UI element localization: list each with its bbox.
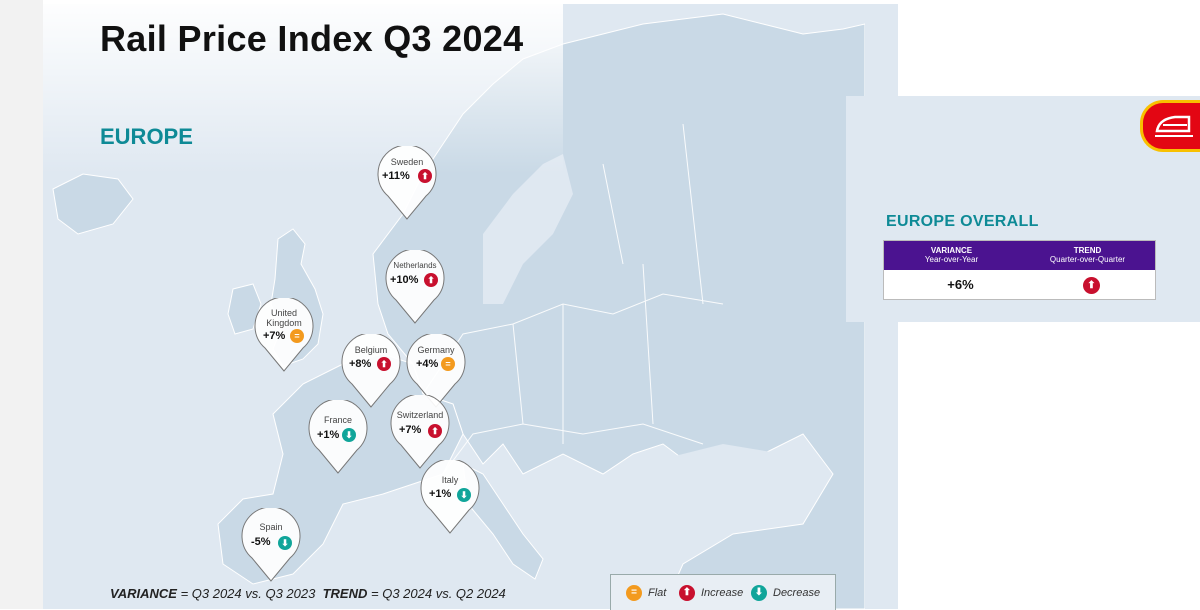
pin-italy[interactable]: Italy +1% ⬇ [419,460,481,536]
map-pin-icon [254,298,314,372]
left-margin [0,0,43,609]
arrow-up-icon: ⬆ [1083,277,1100,294]
pin-united-kingdom[interactable]: United Kingdom +7% = [253,298,315,374]
country-variance: +1% [317,429,340,441]
arrow-down-icon: ⬇ [342,428,356,442]
country-name: France [323,415,352,425]
arrow-up-icon: ⬆ [424,273,438,287]
country-name: Italy [441,475,459,485]
country-variance: -5% [251,536,271,548]
country-name: Germany [417,345,455,355]
country-name: United Kingdom [266,308,302,328]
variance-header: VARIANCE Year-over-Year [924,246,979,264]
pin-belgium[interactable]: Belgium +8% ⬆ [340,334,402,410]
train-icon [1155,115,1193,137]
pin-sweden[interactable]: Sweden +11% ⬆ [376,146,438,222]
arrow-down-icon: ⬇ [751,585,767,601]
legend-flat: = Flat [626,585,666,601]
variance-definition: = Q3 2024 vs. Q3 2023 [180,586,316,601]
arrow-up-icon: ⬆ [377,357,391,371]
equals-icon: = [290,329,304,343]
equals-icon: = [441,357,455,371]
train-badge [1140,100,1200,152]
map-pin-icon [420,460,480,534]
country-variance: +1% [429,488,452,500]
map-pin-icon [241,508,301,582]
pin-germany[interactable]: Germany +4% = [405,334,467,410]
trend-header: TREND Quarter-over-Quarter [1049,246,1126,264]
page-title: Rail Price Index Q3 2024 [100,18,524,59]
map-pin-icon [377,146,437,220]
country-name: Switzerland [396,410,444,420]
country-name: Sweden [390,157,424,167]
arrow-up-icon: ⬆ [428,424,442,438]
legend-increase: ⬆ Increase [679,585,743,601]
overall-table: VARIANCE Year-over-Year TREND Quarter-ov… [883,240,1156,300]
region-heading: EUROPE [100,124,193,149]
europe-map [43,4,865,609]
country-name: Netherlands [393,261,437,270]
trend-definition: = Q3 2024 vs. Q2 2024 [371,586,506,601]
country-variance: +7% [399,424,422,436]
country-variance: +10% [390,274,419,286]
country-variance: +11% [382,170,410,182]
overall-variance-value: +6% [947,277,974,292]
pin-netherlands[interactable]: Netherlands +10% ⬆ [384,250,446,326]
pin-france[interactable]: France +1% ⬇ [307,400,369,476]
map-background [43,4,865,609]
map-pin-icon [406,334,466,408]
arrow-down-icon: ⬇ [457,488,471,502]
overall-title: EUROPE OVERALL [886,213,1039,230]
arrow-up-icon: ⬆ [679,585,695,601]
map-pin-icon [385,250,445,324]
country-variance: +8% [349,358,372,370]
definition-footer: VARIANCE = Q3 2024 vs. Q3 2023 TREND = Q… [110,586,506,601]
pin-spain[interactable]: Spain -5% ⬇ [240,508,302,584]
country-name: Spain [259,522,283,532]
pin-switzerland[interactable]: Switzerland +7% ⬆ [389,395,451,471]
trend-label: TREND [322,586,368,601]
map-pin-icon [308,400,368,474]
map-pin-icon [390,395,450,469]
legend: = Flat ⬆ Increase ⬇ Decrease [610,574,836,610]
equals-icon: = [626,585,642,601]
legend-decrease: ⬇ Decrease [751,585,820,601]
country-variance: +7% [263,330,286,342]
country-name: Belgium [354,345,388,355]
arrow-up-icon: ⬆ [418,169,432,183]
arrow-down-icon: ⬇ [278,536,292,550]
country-variance: +4% [416,358,439,370]
map-pin-icon [341,334,401,408]
overall-table-header: VARIANCE Year-over-Year TREND Quarter-ov… [884,241,1155,270]
variance-label: VARIANCE [110,586,177,601]
